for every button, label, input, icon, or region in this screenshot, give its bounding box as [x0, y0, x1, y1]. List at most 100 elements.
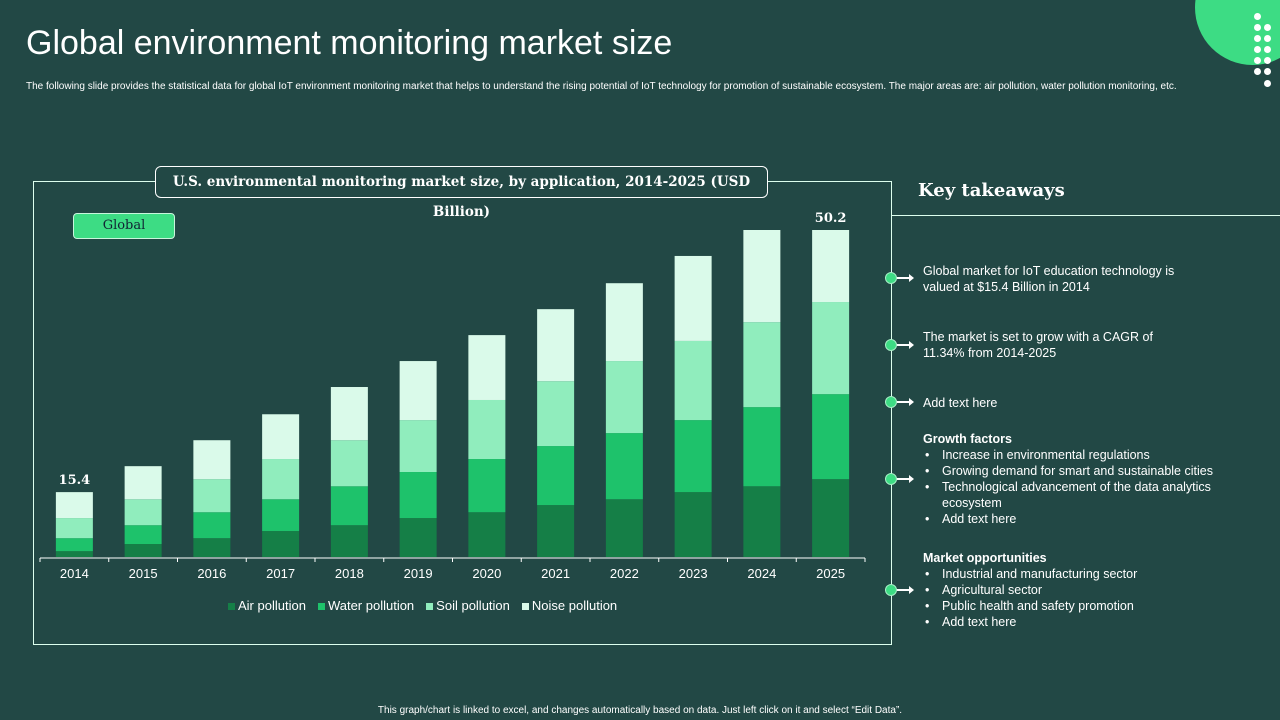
bar-segment-water-pollution: [605, 433, 643, 500]
bar-segment-soil-pollution: [674, 340, 712, 421]
bar-segment-noise-pollution: [605, 283, 643, 362]
bar-segment-noise-pollution: [193, 440, 231, 480]
timeline-node: [885, 396, 897, 408]
bar-segment-soil-pollution: [262, 459, 300, 500]
bar-segment-air-pollution: [330, 525, 368, 557]
bar-segment-air-pollution: [743, 486, 781, 557]
bar-segment-water-pollution: [330, 486, 368, 526]
bar-segment-noise-pollution: [55, 492, 93, 519]
bar-segment-water-pollution: [537, 446, 575, 506]
bar-segment-water-pollution: [55, 538, 93, 552]
arrow-right-icon: [897, 398, 914, 406]
bar-segment-noise-pollution: [743, 230, 781, 323]
legend-label: Water pollution: [327, 598, 415, 613]
footer-note: This graph/chart is linked to excel, and…: [377, 705, 903, 716]
bar-segment-soil-pollution: [55, 518, 93, 539]
market-opportunities-heading: Market opportunities: [923, 551, 1047, 565]
arrow-right-icon: [897, 341, 914, 349]
x-tick-label: 2015: [129, 566, 158, 581]
bar-segment-water-pollution: [193, 512, 231, 539]
market-opportunities: Market opportunities Industrial and manu…: [923, 550, 1243, 630]
growth-factors-heading: Growth factors: [923, 432, 1012, 446]
x-tick-label: 2025: [816, 566, 845, 581]
bar-segment-water-pollution: [743, 407, 781, 487]
bar-segment-noise-pollution: [330, 387, 368, 441]
x-tick-label: 2014: [60, 566, 89, 581]
bar-segment-water-pollution: [399, 472, 437, 519]
bar-segment-water-pollution: [674, 420, 712, 493]
legend-swatch: [521, 603, 529, 610]
list-item: Growing demand for smart and sustainable…: [923, 463, 1243, 479]
timeline-node: [885, 272, 897, 284]
takeaway-2: The market is set to grow with a CAGR of…: [923, 330, 1153, 360]
global-badge[interactable]: Global: [73, 213, 175, 239]
legend-item: Noise pollution: [521, 598, 618, 613]
x-tick-label: 2021: [541, 566, 570, 581]
legend-item: Water pollution: [317, 598, 415, 613]
takeaway-1: Global market for IoT education technolo…: [923, 264, 1175, 294]
bar-segment-noise-pollution: [537, 309, 575, 382]
bar-segment-soil-pollution: [537, 381, 575, 447]
timeline-node: [885, 339, 897, 351]
bar-segment-soil-pollution: [743, 322, 781, 408]
bar-segment-soil-pollution: [399, 420, 437, 473]
x-tick-label: 2016: [197, 566, 226, 581]
legend-label: Soil pollution: [436, 598, 510, 613]
legend-label: Noise pollution: [531, 598, 618, 613]
bar-segment-soil-pollution: [812, 302, 850, 395]
legend-swatch: [426, 603, 434, 610]
x-tick-label: 2018: [335, 566, 364, 581]
bar-segment-air-pollution: [124, 544, 162, 557]
bar-segment-air-pollution: [468, 512, 506, 557]
list-item: Increase in environmental regulations: [923, 447, 1243, 463]
chart-title: U.S. environmental monitoring market siz…: [155, 166, 768, 220]
bar-segment-soil-pollution: [605, 361, 643, 434]
x-tick-label: 2023: [679, 566, 708, 581]
growth-factors: Growth factors Increase in environmental…: [923, 431, 1243, 527]
bar-segment-soil-pollution: [124, 499, 162, 526]
x-tick-label: 2019: [404, 566, 433, 581]
bar-segment-noise-pollution: [399, 361, 437, 421]
bar-segment-water-pollution: [124, 525, 162, 545]
x-tick-label: 2024: [747, 566, 776, 581]
bar-segment-water-pollution: [812, 394, 850, 480]
arrow-right-icon: [897, 586, 914, 594]
page-description: The following slide provides the statist…: [26, 81, 1177, 92]
data-label: 15.4: [59, 473, 91, 488]
bar-segment-air-pollution: [812, 479, 850, 557]
bar-segment-noise-pollution: [124, 466, 162, 500]
data-label: 50.2: [815, 211, 847, 226]
list-item: Technological advancement of the data an…: [923, 479, 1243, 511]
bar-segment-water-pollution: [468, 459, 506, 513]
legend-swatch: [317, 603, 325, 610]
legend-label: Air pollution: [238, 598, 306, 613]
divider: [892, 215, 1280, 216]
chart-legend: Air pollution Water pollution Soil polluti…: [228, 598, 617, 613]
bar-segment-noise-pollution: [812, 230, 850, 303]
bar-segment-air-pollution: [399, 518, 437, 557]
x-tick-label: 2020: [472, 566, 501, 581]
bar-segment-air-pollution: [537, 505, 575, 557]
page-title: Global environment monitoring market siz…: [26, 24, 673, 62]
bar-segment-water-pollution: [262, 499, 300, 532]
timeline-node: [885, 584, 897, 596]
arrow-right-icon: [897, 274, 914, 282]
bar-segment-air-pollution: [55, 551, 93, 557]
takeaway-3: Add text here: [923, 396, 998, 410]
decorative-dots: [1254, 10, 1274, 90]
legend-item: Air pollution: [228, 598, 306, 613]
bar-segment-noise-pollution: [468, 335, 506, 400]
bar-segment-air-pollution: [674, 492, 712, 557]
list-item: Add text here: [923, 511, 1243, 527]
list-item: Industrial and manufacturing sector: [923, 566, 1243, 582]
list-item: Agricultural sector: [923, 582, 1243, 598]
x-tick-label: 2017: [266, 566, 295, 581]
timeline-node: [885, 473, 897, 485]
timeline-line: [891, 181, 892, 645]
legend-swatch: [228, 603, 235, 610]
bar-segment-noise-pollution: [262, 414, 300, 460]
bar-segment-noise-pollution: [674, 255, 712, 341]
list-item: Public health and safety promotion: [923, 598, 1243, 614]
bar-segment-soil-pollution: [468, 399, 506, 460]
